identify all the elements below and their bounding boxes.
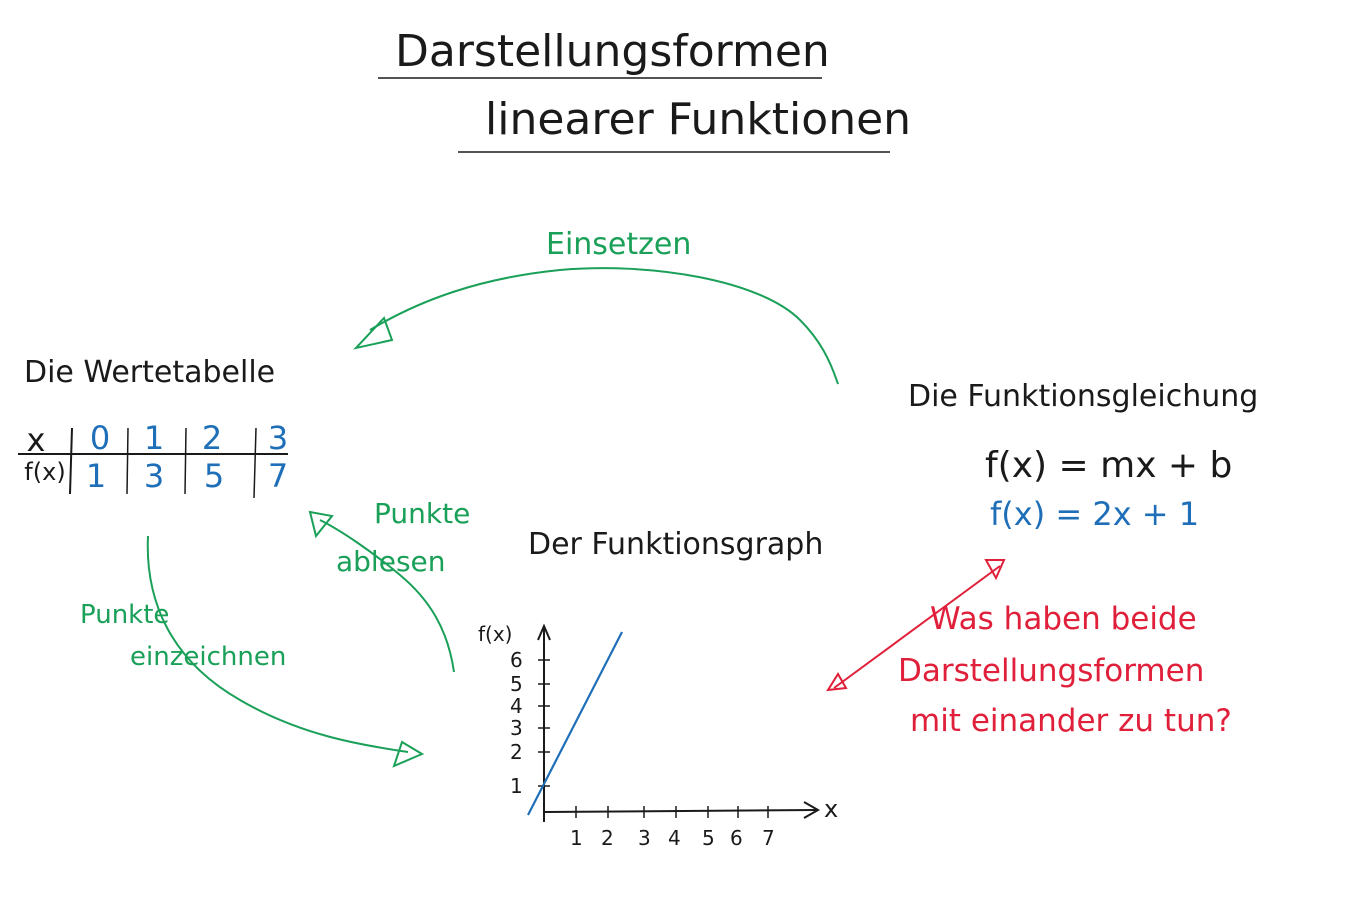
punkte-ablesen-label-2: ablesen [336,545,446,578]
table-vertical-rule [69,427,73,495]
punkte-einzeichnen-label-1: Punkte [80,600,170,630]
x-tick-label: 2 [601,826,614,850]
x-tick-label: 4 [668,826,681,850]
punkte-ablesen-arrow [319,519,455,673]
title-line-1: Darstellungsformen [395,26,830,77]
x-axis-ticks [575,806,769,818]
title-line-2: linearer Funktionen [485,94,912,145]
x-axis-label: x [824,795,839,823]
question-line-1: Was haben beide [930,601,1197,637]
y-tick-label: 2 [510,740,523,764]
equation-specific: f(x) = 2x + 1 [990,495,1200,533]
table-fx-value: 3 [143,457,165,495]
table-x-value: 3 [267,419,289,457]
table-fx-value: 5 [203,457,225,495]
x-tick-label: 1 [570,826,583,850]
einsetzen-arrow [369,267,839,385]
table-vertical-rule [253,427,257,499]
table-x-value: 1 [143,419,165,457]
einsetzen-label: Einsetzen [546,227,692,262]
equation-heading: Die Funktionsgleichung [908,379,1259,414]
table-fx-label: f(x) [24,458,66,486]
x-tick-label: 7 [762,826,775,850]
x-axis [543,809,817,813]
table-vertical-rule [184,427,187,495]
punkte-einzeichnen-arrowhead [392,740,425,768]
y-axis-ticks [538,659,550,787]
y-axis-label: f(x) [478,622,513,646]
x-tick-label: 6 [730,826,743,850]
equation-general: f(x) = mx + b [985,445,1233,486]
question-line-3: mit einander zu tun? [910,703,1232,739]
table-heading: Die Wertetabelle [24,355,276,390]
x-tick-label: 3 [638,826,651,850]
table-fx-value: 1 [85,457,107,495]
table-vertical-rule [126,427,129,495]
graph-heading: Der Funktionsgraph [528,527,824,562]
table-fx-value: 7 [267,457,289,495]
x-tick-label: 5 [702,826,715,850]
y-tick-label: 6 [510,648,523,672]
punkte-ablesen-label-1: Punkte [374,497,471,530]
punkte-einzeichnen-arrow [146,535,409,753]
comparison-arrowhead-top [984,559,1006,581]
function-line [527,631,623,816]
comparison-arrowhead-bottom [826,672,848,692]
question-line-2: Darstellungsformen [898,653,1205,689]
punkte-einzeichnen-label-2: einzeichnen [130,642,287,672]
table-x-value: 0 [89,419,111,457]
punkte-ablesen-arrowhead [308,510,334,539]
y-tick-label: 4 [510,694,523,718]
y-axis-arrowhead [537,623,551,641]
y-tick-label: 3 [510,716,523,740]
comparison-arrow [833,565,1001,689]
y-tick-label: 5 [510,672,523,696]
table-x-label: x [26,421,46,459]
y-tick-label: 1 [510,774,523,798]
table-x-value: 2 [201,419,223,457]
x-axis-arrowhead [803,801,821,819]
einsetzen-arrowhead [353,316,394,350]
